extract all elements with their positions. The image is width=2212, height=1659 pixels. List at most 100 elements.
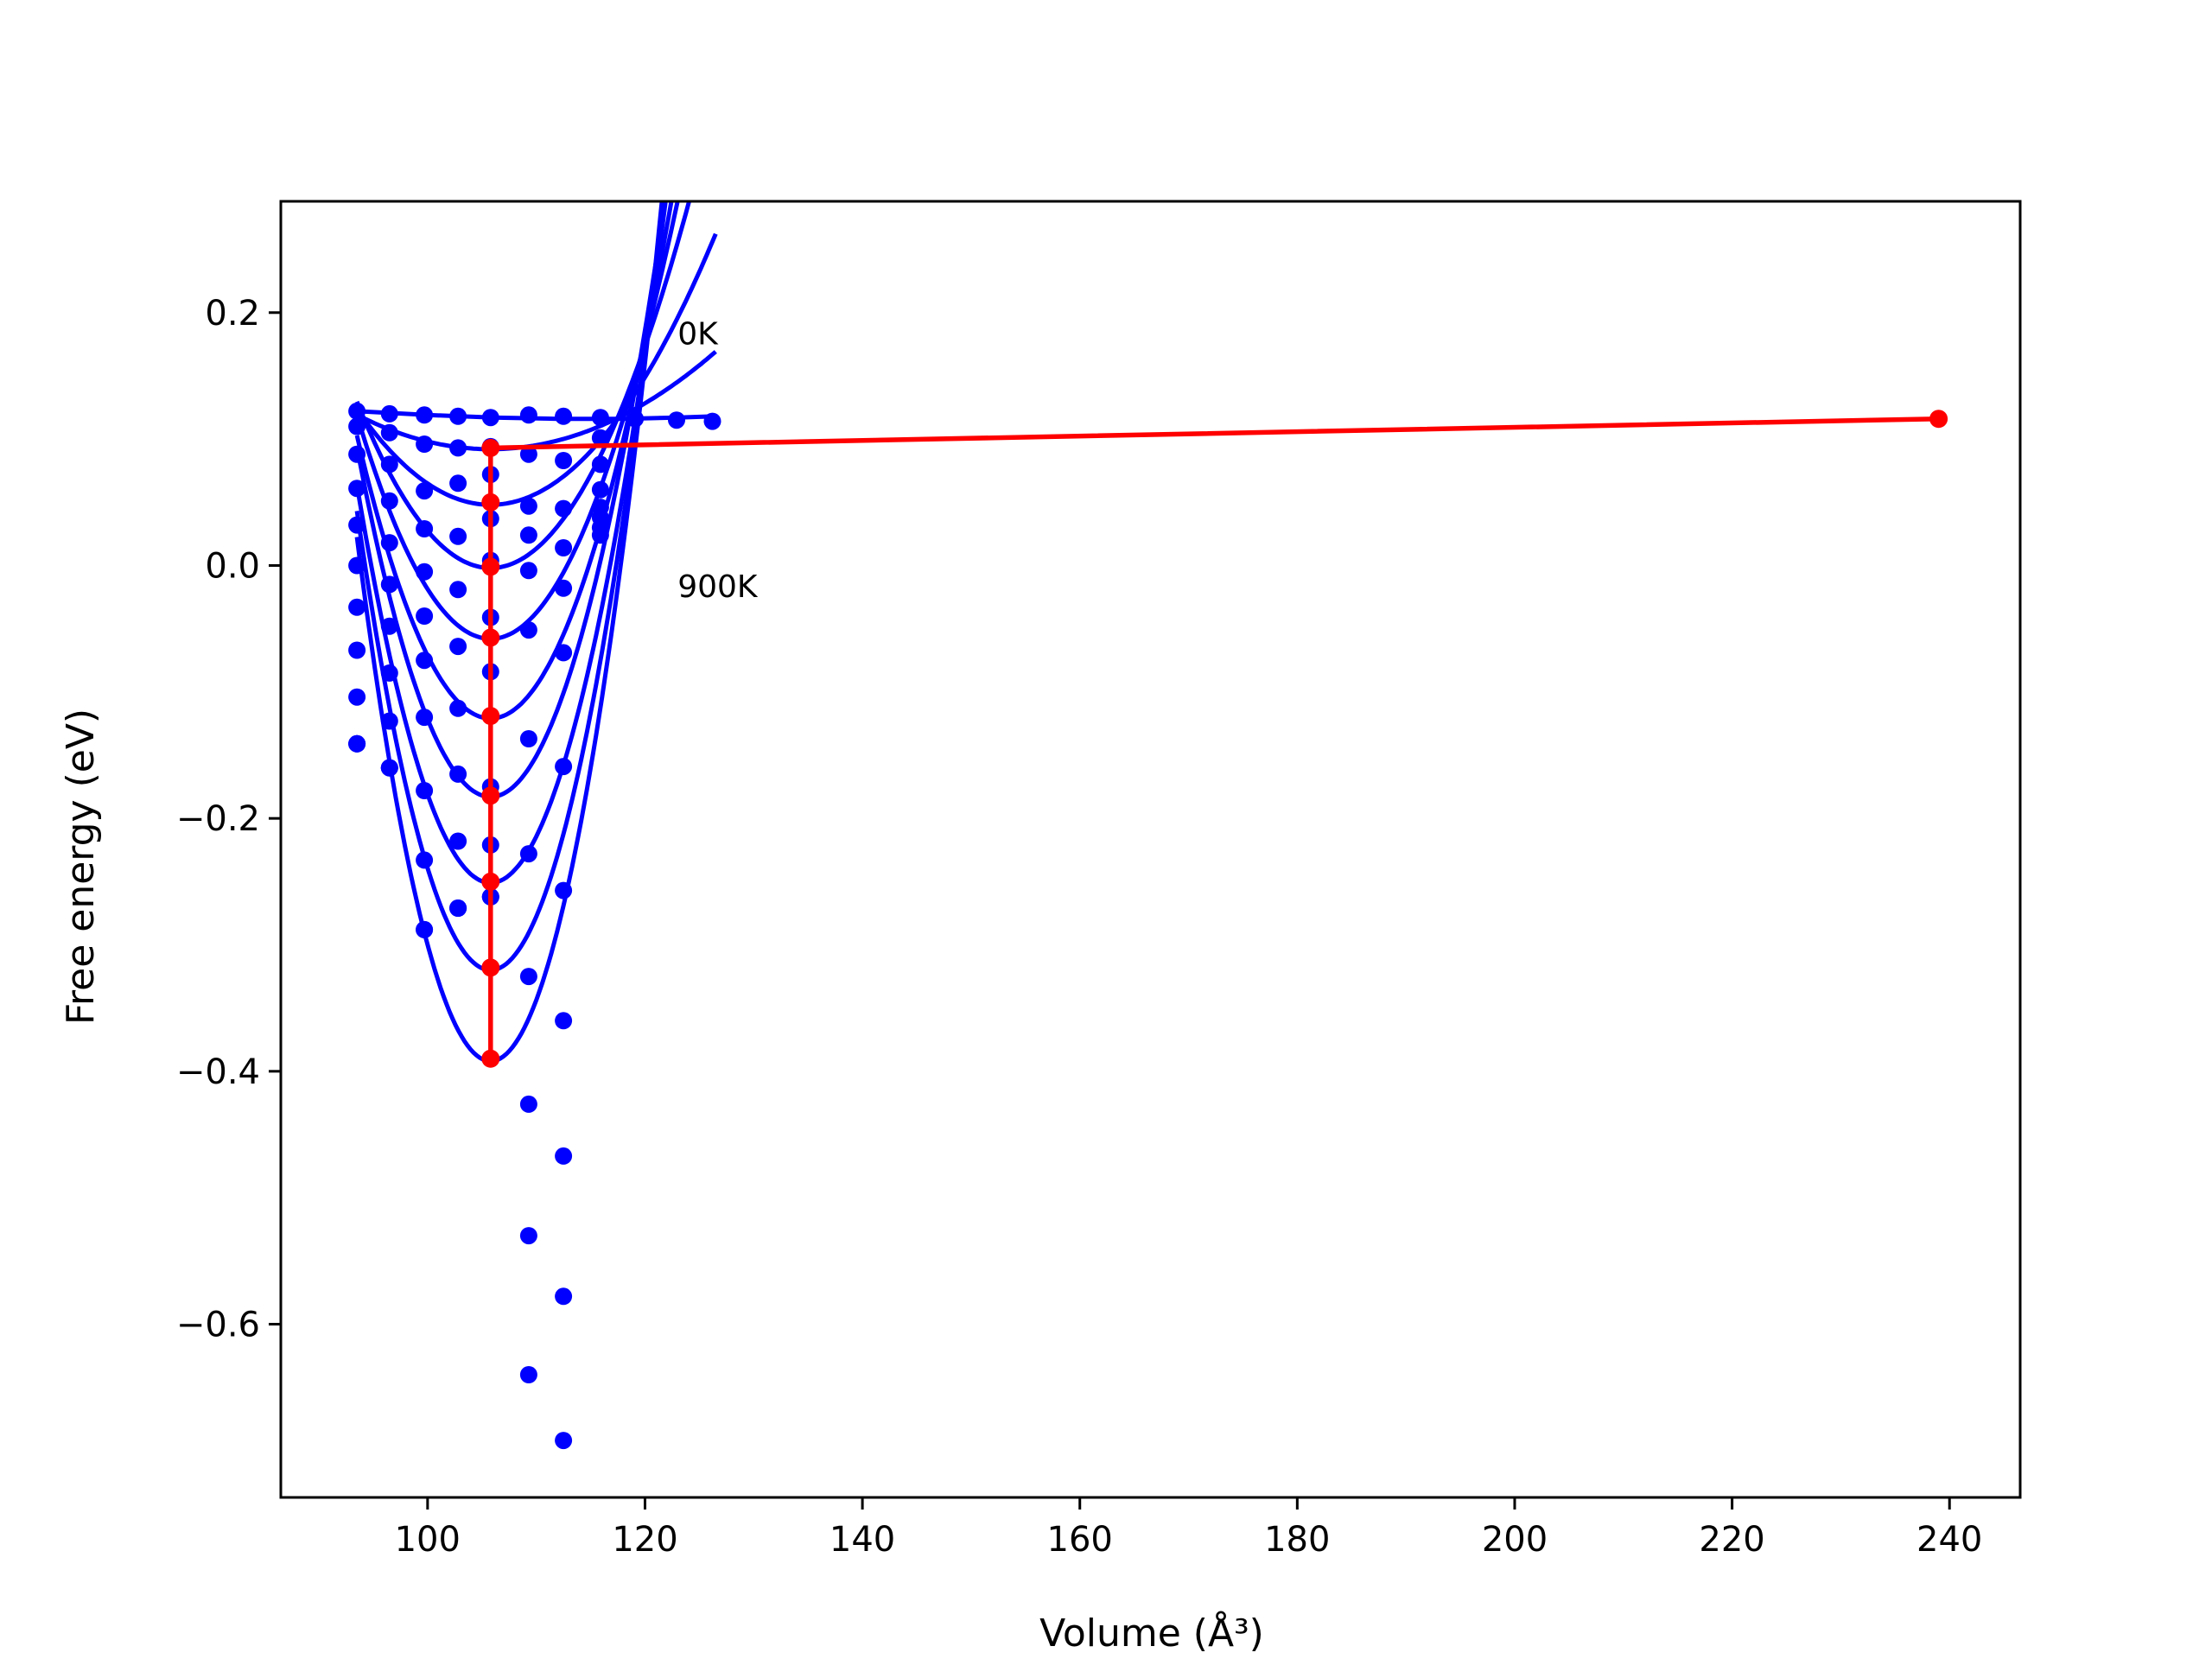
y-tick-label: −0.4 — [176, 1052, 260, 1092]
data-point — [348, 556, 366, 575]
data-point — [380, 455, 398, 474]
data-point — [555, 579, 573, 597]
data-point — [555, 1147, 573, 1165]
data-point — [348, 688, 366, 706]
data-point — [519, 406, 537, 424]
data-point — [555, 539, 573, 556]
data-point — [555, 1432, 573, 1450]
data-point — [449, 407, 467, 425]
data-point — [626, 410, 645, 428]
data-point — [348, 402, 366, 420]
equilibrium-point — [481, 872, 500, 891]
data-point — [555, 452, 573, 469]
data-point — [416, 782, 434, 799]
equilibrium-point — [481, 786, 500, 805]
y-tick-label: 0.0 — [205, 547, 260, 587]
fit-curve-8 — [354, 201, 664, 1064]
data-point — [555, 881, 573, 899]
data-point — [449, 832, 467, 850]
data-point — [519, 526, 537, 544]
data-point — [449, 699, 467, 717]
equilibrium-point — [481, 1049, 500, 1068]
data-point — [481, 409, 499, 427]
equilibrium-point — [481, 557, 500, 576]
data-point — [449, 899, 467, 917]
data-point — [591, 429, 609, 447]
data-point — [416, 482, 434, 500]
data-point — [519, 1227, 537, 1245]
plot-frame — [279, 200, 2022, 1499]
y-tick-label: −0.6 — [176, 1306, 260, 1345]
data-point — [348, 734, 366, 753]
data-point — [703, 412, 721, 430]
x-tick-label: 120 — [612, 1520, 677, 1560]
data-point — [380, 617, 398, 635]
x-tick-label: 220 — [1699, 1520, 1764, 1560]
x-axis-label: Volume (Å³) — [1039, 1610, 1264, 1656]
data-point — [555, 644, 573, 662]
data-point — [519, 1366, 537, 1383]
data-point — [519, 621, 537, 639]
x-tick-label: 200 — [1482, 1520, 1548, 1560]
annotation-0k: 0K — [677, 316, 719, 352]
equilibrium-point — [1929, 410, 1948, 429]
data-point — [519, 562, 537, 580]
data-point — [380, 404, 398, 423]
data-point — [416, 709, 434, 727]
data-point — [348, 445, 366, 463]
data-point — [416, 563, 434, 581]
data-point — [591, 409, 609, 427]
fit-curve-1 — [355, 232, 718, 507]
annotation-900k: 900K — [677, 569, 759, 605]
data-point — [449, 638, 467, 656]
data-point — [416, 435, 434, 453]
data-point — [555, 1012, 573, 1030]
data-point — [380, 759, 398, 777]
data-point — [380, 423, 398, 442]
x-tick-label: 240 — [1916, 1520, 1982, 1560]
data-point — [519, 968, 537, 986]
plot-area — [348, 201, 1948, 1450]
data-point — [416, 851, 434, 869]
data-point — [380, 664, 398, 682]
data-point — [449, 474, 467, 493]
x-tick-label: 140 — [830, 1520, 895, 1560]
data-point — [348, 480, 366, 498]
data-point — [519, 730, 537, 747]
equilibrium-point — [481, 493, 500, 512]
data-point — [668, 411, 685, 429]
data-point — [416, 920, 434, 938]
data-point — [348, 516, 366, 534]
data-point — [348, 598, 366, 616]
data-point — [380, 492, 398, 510]
data-point — [348, 641, 366, 659]
data-point — [380, 575, 398, 594]
data-point — [416, 406, 434, 424]
data-point — [416, 652, 434, 670]
y-axis-label: Free energy (eV) — [59, 709, 103, 1025]
data-point — [449, 765, 467, 783]
equilibrium-line — [488, 416, 1939, 1059]
data-point — [555, 407, 573, 425]
equilibrium-point — [481, 438, 500, 457]
y-tick-label: 0.2 — [205, 294, 260, 334]
data-point — [449, 581, 467, 599]
equilibrium-point — [481, 707, 500, 726]
data-point — [555, 1287, 573, 1306]
data-point — [416, 607, 434, 625]
fit-curve-2 — [354, 201, 692, 570]
data-point — [348, 417, 366, 435]
data-point — [591, 455, 609, 474]
data-point — [555, 758, 573, 776]
equilibrium-point — [481, 628, 500, 647]
data-point — [380, 534, 398, 552]
data-point — [555, 499, 573, 518]
equilibrium-point — [481, 958, 500, 977]
x-tick-label: 160 — [1047, 1520, 1113, 1560]
x-tick-label: 100 — [395, 1520, 461, 1560]
data-point — [591, 480, 609, 499]
data-point — [519, 497, 537, 515]
x-tick-label: 180 — [1264, 1520, 1330, 1560]
